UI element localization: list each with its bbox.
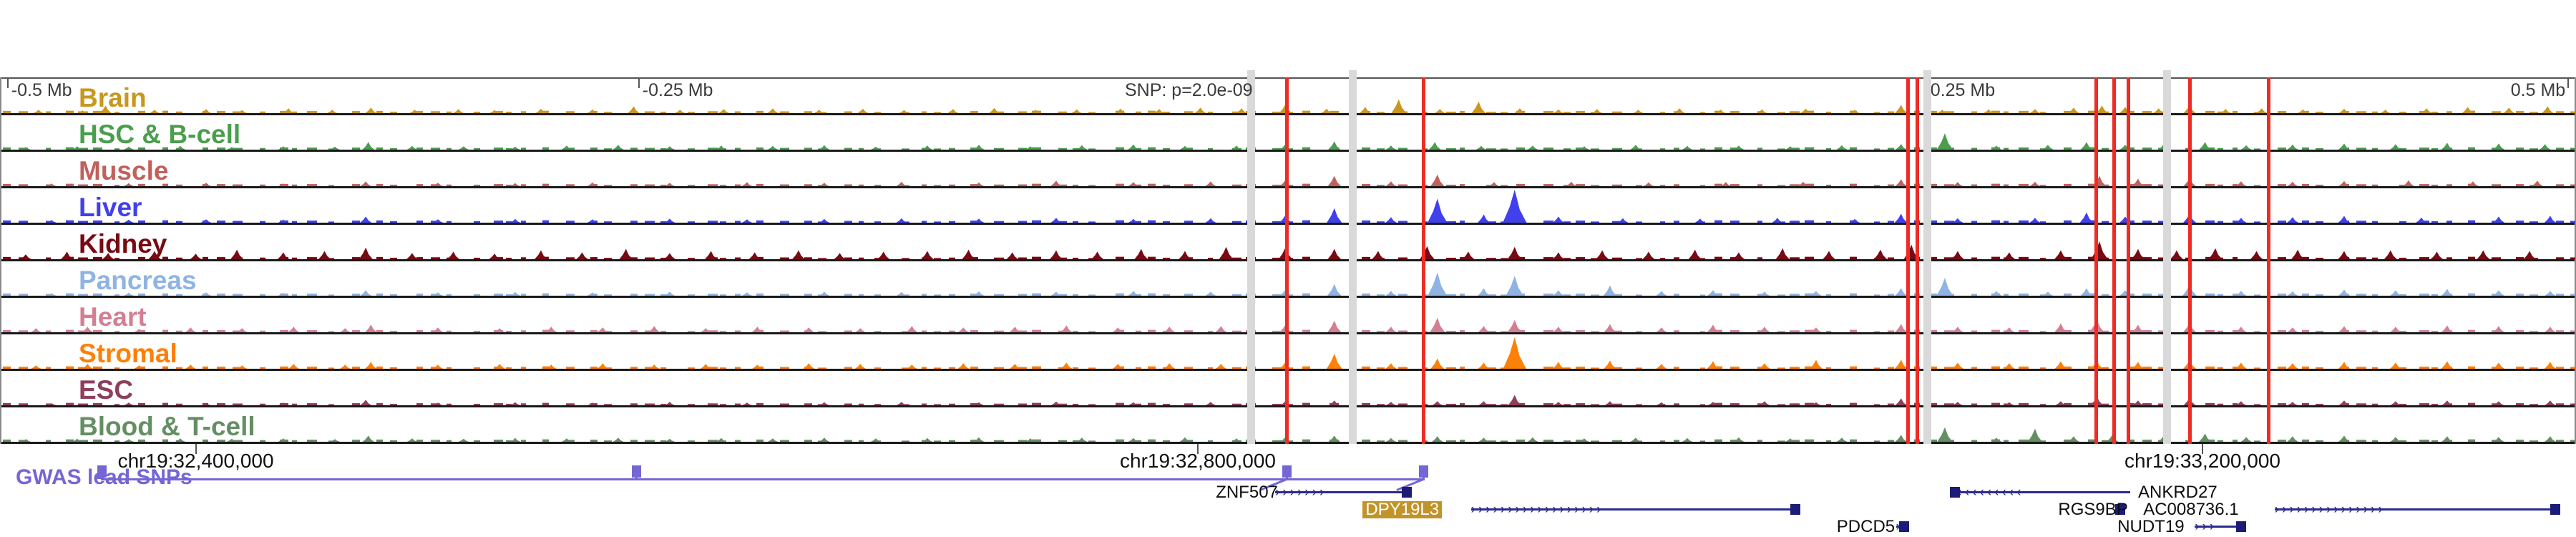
gene-annotation-track: ›››››››ZNF507›PDCD5››››››››››››››››››DPY… bbox=[0, 484, 2576, 537]
coordinate-tick bbox=[1197, 444, 1199, 454]
gene-exon-block bbox=[2115, 504, 2125, 515]
gene-body-line bbox=[1950, 491, 2131, 493]
panel-left-border bbox=[0, 77, 1, 444]
gene-strand-arrows: › bbox=[1896, 518, 1909, 536]
signal-track[interactable]: Brain bbox=[0, 79, 2576, 115]
track-signal-area bbox=[0, 259, 2576, 296]
gene-name-label[interactable]: AC008736.1 bbox=[2143, 500, 2239, 519]
signal-track[interactable]: Kidney bbox=[0, 225, 2576, 261]
gwas-lead-snps-track[interactable] bbox=[0, 465, 2576, 491]
gene-strand-arrows: ››› bbox=[2195, 519, 2218, 534]
track-signal-area bbox=[0, 186, 2576, 223]
gene-row: ‹‹‹‹‹‹‹‹‹‹ ANKRD27 bbox=[0, 484, 2576, 501]
coordinate-label: chr19:33,200,000 bbox=[2124, 450, 2280, 472]
panel-right-border bbox=[2575, 77, 2576, 444]
gene-exon-block bbox=[2550, 504, 2561, 515]
gene-row: ›››››››››››››››››› DPY19L3 bbox=[0, 501, 2576, 518]
gwas-lead-snp-marker[interactable] bbox=[1419, 465, 1428, 478]
signal-tracks-panel: Brain HSC & B-cell Muscle Liver Kidney P… bbox=[0, 79, 2576, 444]
track-signal-area bbox=[0, 150, 2576, 186]
signal-track[interactable]: Muscle bbox=[0, 152, 2576, 188]
coordinate-tick bbox=[195, 444, 197, 454]
gene-row: ›PDCD5 bbox=[0, 518, 2576, 536]
gene-name-label[interactable]: ANKRD27 bbox=[2138, 483, 2218, 502]
gwas-lead-snp-marker[interactable] bbox=[97, 465, 107, 478]
gene-name-label[interactable]: PDCD5 bbox=[1836, 517, 1896, 536]
track-signal-area bbox=[0, 223, 2576, 259]
track-signal-area bbox=[0, 113, 2576, 150]
axis-tick bbox=[6, 79, 9, 88]
gene-strand-arrows: ›››››››››››››››››› bbox=[1470, 502, 1604, 517]
gene-name-label[interactable]: ZNF507 bbox=[1216, 483, 1278, 502]
coordinate-label: chr19:32,800,000 bbox=[1120, 450, 1276, 472]
track-signal-area bbox=[0, 405, 2576, 442]
gene-strand-arrows: ››››››››››››››› bbox=[2274, 502, 2386, 517]
signal-track[interactable]: Liver bbox=[0, 188, 2576, 225]
gwas-lead-snp-marker[interactable] bbox=[632, 465, 642, 478]
snp-annotation-label: SNP: p=2.0e-09 bbox=[1125, 80, 1253, 100]
gene-body-line bbox=[2195, 526, 2247, 528]
gene-row: ››› NUDT19 bbox=[0, 518, 2576, 536]
signal-track[interactable]: Pancreas bbox=[0, 261, 2576, 298]
track-signal-area bbox=[0, 369, 2576, 405]
gwas-marker-stem bbox=[1286, 477, 1289, 480]
track-signal-area bbox=[0, 296, 2576, 332]
signal-track[interactable]: Stromal bbox=[0, 334, 2576, 371]
track-signal-area bbox=[0, 77, 2576, 113]
track-signal-area bbox=[0, 332, 2576, 369]
gene-row: ››››››››››››››› AC008736.1 bbox=[0, 501, 2576, 518]
axis-tick bbox=[2567, 79, 2570, 88]
gwas-marker-stem bbox=[635, 477, 638, 480]
gene-name-label[interactable]: DPY19L3 bbox=[1362, 501, 1443, 518]
gene-row: ›RGS9BP bbox=[0, 501, 2576, 518]
signal-track[interactable]: ESC bbox=[0, 371, 2576, 407]
gene-name-label[interactable]: NUDT19 bbox=[2117, 517, 2185, 536]
gwas-marker-stem bbox=[101, 477, 104, 480]
gene-body-line bbox=[1275, 491, 1412, 493]
gene-exon-block bbox=[1898, 521, 1909, 532]
gene-exon-block bbox=[1790, 504, 1801, 515]
signal-track[interactable]: Heart bbox=[0, 298, 2576, 334]
gwas-lead-snps-label: GWAS lead SNPs bbox=[16, 465, 192, 489]
gene-exon-block bbox=[1401, 487, 1412, 498]
gene-name-label[interactable]: RGS9BP bbox=[2058, 500, 2128, 519]
gwas-lead-snp-marker[interactable] bbox=[1282, 465, 1292, 478]
axis-tick bbox=[638, 79, 640, 88]
gene-body-line bbox=[1470, 508, 1801, 511]
signal-track[interactable]: HSC & B-cell bbox=[0, 115, 2576, 152]
gene-strand-arrows: ››››››› bbox=[1275, 485, 1327, 500]
gene-exon-block bbox=[2236, 521, 2247, 532]
coordinate-label: chr19:32,400,000 bbox=[117, 450, 274, 472]
axis-tick-label: -0.25 Mb bbox=[642, 80, 713, 100]
gene-exon-block bbox=[1950, 487, 1961, 498]
gene-body-line bbox=[2274, 508, 2561, 511]
axis-tick-label: 0.5 Mb bbox=[2510, 80, 2566, 100]
gwas-connector-line bbox=[102, 478, 1423, 480]
coordinate-tick bbox=[2202, 444, 2203, 454]
gene-row: ››››››› ZNF507 bbox=[0, 484, 2576, 501]
signal-track[interactable]: Blood & T-cell bbox=[0, 407, 2576, 444]
axis-tick-label: 0.25 Mb bbox=[1930, 80, 1996, 100]
gwas-marker-stem bbox=[1423, 477, 1425, 480]
gene-strand-arrows: ‹‹‹‹‹‹‹‹‹‹ bbox=[1950, 485, 2024, 500]
axis-tick-label: -0.5 Mb bbox=[11, 80, 72, 100]
